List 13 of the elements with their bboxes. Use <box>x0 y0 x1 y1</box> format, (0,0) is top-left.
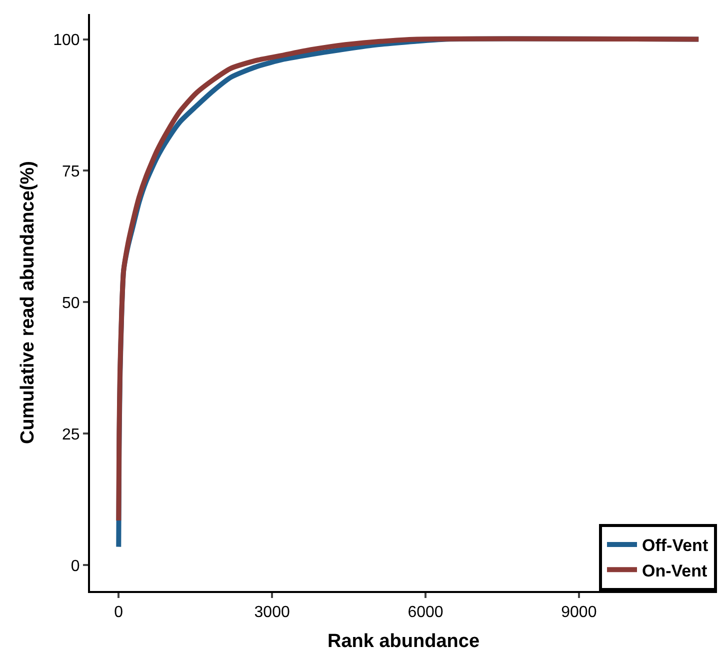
y-tick-label: 50 <box>62 294 80 312</box>
legend-label: Off-Vent <box>642 536 708 556</box>
x-tick-label: 0 <box>114 604 124 622</box>
x-tick-label: 9000 <box>561 604 597 622</box>
y-tick-label: 75 <box>62 163 80 180</box>
y-tick-label: 0 <box>70 558 80 575</box>
x-axis-title: Rank abundance <box>327 631 480 652</box>
y-tick-label: 25 <box>62 426 80 444</box>
x-tick-label: 3000 <box>254 604 290 622</box>
y-tick-label: 100 <box>53 32 80 49</box>
legend-label: On-Vent <box>642 561 708 580</box>
x-tick-label: 6000 <box>408 604 444 622</box>
y-axis-title: Cumulative read abundance(%) <box>17 161 38 444</box>
